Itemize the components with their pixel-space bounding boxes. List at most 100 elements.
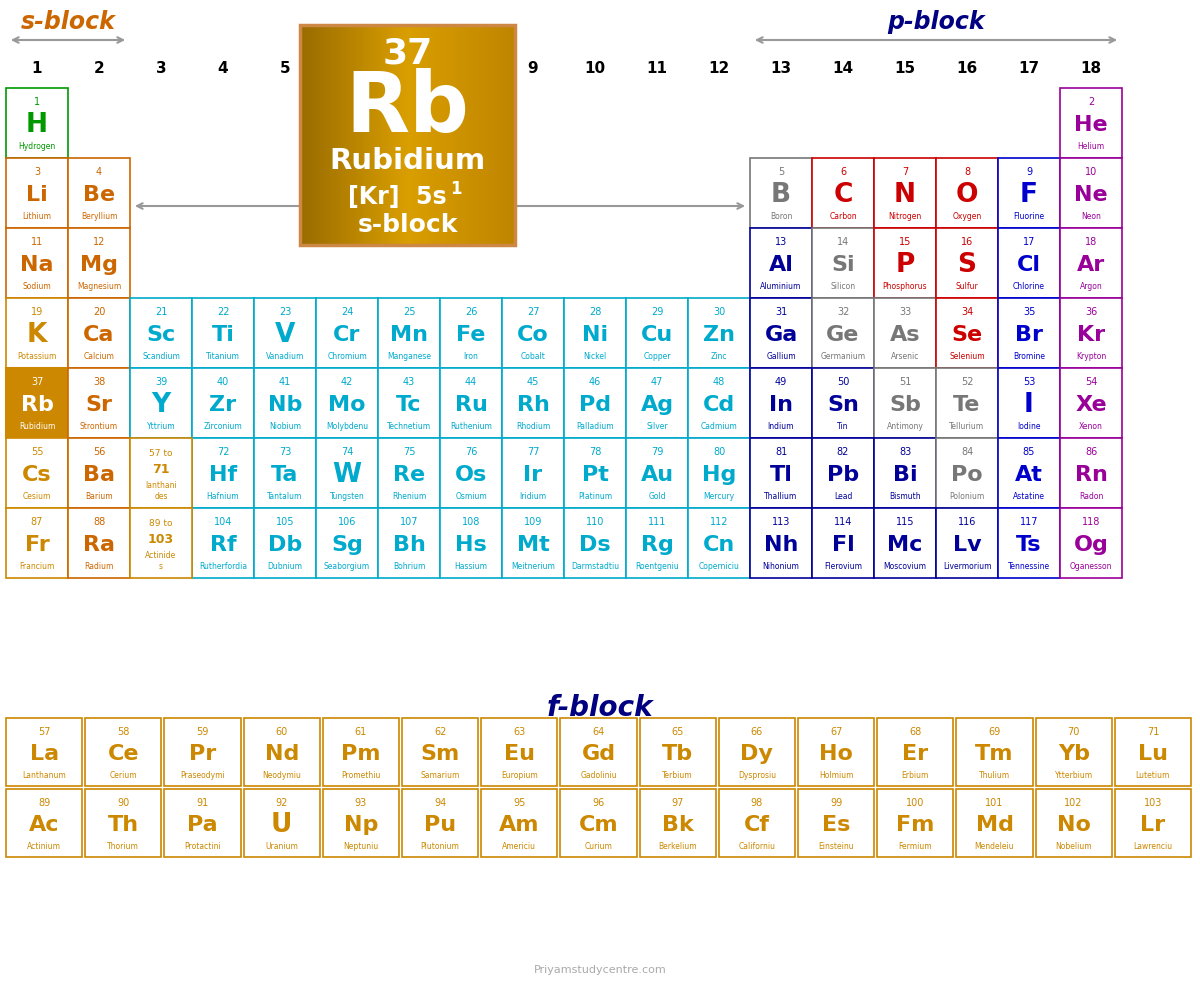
Text: 4: 4	[217, 61, 228, 76]
Text: Plutonium: Plutonium	[421, 842, 460, 851]
Bar	[68, 158, 130, 228]
Bar	[719, 789, 796, 857]
Bar	[508, 25, 511, 245]
Text: Zinc: Zinc	[710, 352, 727, 361]
Text: B: B	[770, 182, 791, 208]
Bar	[936, 368, 998, 438]
Bar	[164, 718, 241, 786]
Text: Chromium: Chromium	[328, 352, 367, 361]
Text: Bk: Bk	[662, 815, 694, 835]
Text: Tb: Tb	[662, 744, 694, 764]
Bar	[85, 718, 161, 786]
Text: 18: 18	[1085, 237, 1097, 247]
Text: Lu: Lu	[1138, 744, 1168, 764]
Text: Ag: Ag	[641, 395, 673, 415]
Text: Nobelium: Nobelium	[1055, 842, 1092, 851]
Bar	[874, 438, 936, 508]
Text: 108: 108	[462, 517, 480, 527]
Bar	[956, 789, 1033, 857]
Text: Cr: Cr	[334, 325, 361, 345]
Bar	[431, 25, 433, 245]
Bar	[68, 438, 130, 508]
Text: 47: 47	[650, 377, 664, 387]
Bar	[424, 25, 426, 245]
Bar	[6, 718, 82, 786]
Text: Co: Co	[517, 325, 548, 345]
Text: Darmstadtiu: Darmstadtiu	[571, 562, 619, 571]
Bar	[244, 718, 319, 786]
Text: Molybdenu: Molybdenu	[326, 422, 368, 432]
Text: Osmium: Osmium	[455, 492, 487, 501]
Bar	[798, 718, 874, 786]
Bar	[482, 25, 486, 245]
Bar	[812, 438, 874, 508]
Text: Yttrium: Yttrium	[146, 422, 175, 432]
Bar	[329, 25, 331, 245]
Text: Pd: Pd	[578, 395, 611, 415]
Bar	[6, 508, 68, 578]
Text: S: S	[958, 252, 977, 278]
Text: 101: 101	[985, 798, 1003, 807]
Text: Hafnium: Hafnium	[206, 492, 239, 501]
Text: Pt: Pt	[582, 465, 608, 485]
Text: s-block: s-block	[358, 213, 457, 237]
Text: Europium: Europium	[500, 771, 538, 780]
Text: Es: Es	[822, 815, 851, 835]
Text: 111: 111	[648, 517, 666, 527]
Text: 99: 99	[830, 798, 842, 807]
Bar	[1060, 368, 1122, 438]
Text: Rh: Rh	[516, 395, 550, 415]
Bar	[307, 25, 310, 245]
Text: Rutherfordia: Rutherfordia	[199, 562, 247, 571]
Text: Bismuth: Bismuth	[889, 492, 920, 501]
Text: 49: 49	[775, 377, 787, 387]
Text: 88: 88	[92, 517, 106, 527]
Bar	[362, 25, 366, 245]
Bar	[998, 508, 1060, 578]
Text: 13: 13	[770, 61, 792, 76]
Bar	[626, 508, 688, 578]
Bar	[506, 25, 509, 245]
Text: Dy: Dy	[740, 744, 773, 764]
Text: 53: 53	[1022, 377, 1036, 387]
Text: 55: 55	[31, 447, 43, 457]
Bar	[379, 25, 382, 245]
Text: Lithium: Lithium	[23, 212, 52, 222]
Text: N: N	[894, 182, 916, 208]
Text: Br: Br	[1015, 325, 1043, 345]
Text: 46: 46	[589, 377, 601, 387]
Bar	[493, 25, 497, 245]
Text: Tennessine: Tennessine	[1008, 562, 1050, 571]
Text: Platinum: Platinum	[578, 492, 612, 501]
Text: Sm: Sm	[420, 744, 460, 764]
Text: Ge: Ge	[827, 325, 859, 345]
Text: 2: 2	[1088, 97, 1094, 107]
Text: Oganesson: Oganesson	[1069, 562, 1112, 571]
Text: U: U	[271, 812, 293, 838]
Bar	[164, 789, 241, 857]
Bar	[130, 368, 192, 438]
Bar	[402, 718, 478, 786]
Bar	[434, 25, 437, 245]
Bar	[323, 789, 398, 857]
Bar	[1060, 298, 1122, 368]
Text: 68: 68	[910, 727, 922, 737]
Bar	[318, 25, 320, 245]
Text: Lutetium: Lutetium	[1135, 771, 1170, 780]
Bar	[1060, 158, 1122, 228]
Bar	[440, 368, 502, 438]
Bar	[874, 228, 936, 298]
Text: Argon: Argon	[1080, 283, 1103, 291]
Text: Tl: Tl	[769, 465, 792, 485]
Text: Helium: Helium	[1078, 142, 1104, 151]
Text: In: In	[769, 395, 793, 415]
Text: 37: 37	[383, 36, 433, 71]
Text: Magnesium: Magnesium	[77, 283, 121, 291]
Text: 91: 91	[197, 798, 209, 807]
Text: Oxygen: Oxygen	[953, 212, 982, 222]
Text: 85: 85	[1022, 447, 1036, 457]
Bar	[354, 25, 356, 245]
Text: 65: 65	[672, 727, 684, 737]
Bar	[560, 789, 637, 857]
Text: Sn: Sn	[827, 395, 859, 415]
